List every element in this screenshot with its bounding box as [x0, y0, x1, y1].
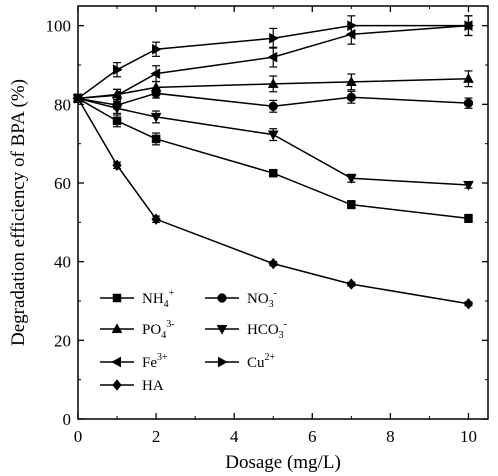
data-point — [464, 214, 473, 223]
series-line — [77, 98, 469, 305]
data-point — [150, 112, 162, 123]
data-point — [151, 213, 161, 225]
data-point — [73, 92, 83, 105]
data-point — [267, 78, 279, 88]
series-nh-0 — [73, 93, 473, 223]
legend-item: NH4+ — [100, 288, 175, 310]
data-point — [150, 81, 162, 92]
legend-label: HCO3- — [247, 319, 287, 341]
x-tick-label: 4 — [230, 427, 239, 446]
data-point — [463, 98, 474, 108]
series-line — [77, 97, 469, 186]
legend-marker — [111, 323, 123, 334]
x-tick-label: 10 — [460, 427, 477, 446]
data-point — [111, 89, 122, 101]
data-point — [464, 20, 475, 32]
data-point — [346, 278, 357, 290]
y-tick-label: 0 — [63, 410, 72, 429]
legend-item: NO3- — [205, 288, 277, 310]
legend-item: HCO3- — [205, 319, 287, 341]
data-point — [267, 51, 278, 63]
legend-item: PO43- — [100, 319, 175, 341]
legend-marker — [111, 356, 122, 368]
data-point — [269, 32, 279, 44]
series-line — [77, 24, 469, 100]
x-tick-label: 6 — [308, 427, 317, 446]
legend-item: Fe3+ — [100, 352, 168, 371]
data-point — [345, 174, 357, 184]
data-point — [463, 73, 474, 83]
data-point — [112, 64, 123, 76]
y-tick-label: 60 — [54, 174, 71, 193]
x-tick-label: 8 — [386, 427, 395, 446]
data-point — [345, 28, 356, 40]
legend-marker — [217, 293, 227, 303]
data-point — [151, 134, 161, 144]
legend-marker — [112, 379, 122, 391]
legend-label: PO43- — [142, 319, 175, 341]
legend-marker — [217, 356, 228, 368]
legend-label: NH4+ — [142, 288, 175, 310]
data-point — [268, 101, 278, 111]
data-point — [111, 104, 123, 114]
data-point — [268, 257, 278, 270]
y-tick-label: 20 — [54, 331, 71, 350]
data-point — [152, 43, 162, 55]
series-line — [77, 24, 469, 100]
series-line — [77, 92, 469, 108]
data-point — [267, 130, 279, 141]
y-axis-title: Degradation efficiency of BPA (%) — [8, 79, 29, 346]
plot-area — [72, 15, 475, 310]
legend-item: HA — [100, 378, 164, 394]
data-point — [463, 180, 474, 191]
x-tick-label: 2 — [152, 427, 161, 446]
data-point — [463, 297, 474, 310]
series-hco-3 — [72, 93, 474, 191]
y-tick-label: 80 — [54, 95, 71, 114]
data-point — [345, 76, 357, 86]
data-point — [346, 92, 356, 102]
series-ha-6 — [73, 92, 474, 310]
x-axis-title: Dosage (mg/L) — [225, 452, 341, 473]
legend-marker — [216, 324, 228, 335]
x-tick-label: 0 — [74, 427, 83, 446]
legend-marker — [112, 293, 122, 303]
data-point — [268, 168, 278, 178]
plot-frame — [77, 5, 489, 420]
legend-label: Cu2+ — [247, 352, 276, 371]
series-fe-4 — [72, 15, 473, 104]
data-point — [112, 159, 122, 172]
data-point — [347, 20, 358, 32]
legend-item: Cu2+ — [205, 352, 276, 371]
legend-label: NO3- — [247, 288, 277, 310]
data-point — [347, 200, 356, 209]
data-point — [150, 68, 161, 80]
data-point — [112, 116, 122, 126]
legend-label: HA — [142, 378, 164, 394]
series-line — [77, 97, 469, 220]
legend: NH4+ NO3- PO43- HCO3- Fe3+ Cu2+ HA — [100, 288, 287, 394]
y-tick-label: 100 — [46, 17, 72, 36]
y-tick-label: 40 — [54, 253, 71, 272]
legend-label: Fe3+ — [142, 352, 168, 371]
